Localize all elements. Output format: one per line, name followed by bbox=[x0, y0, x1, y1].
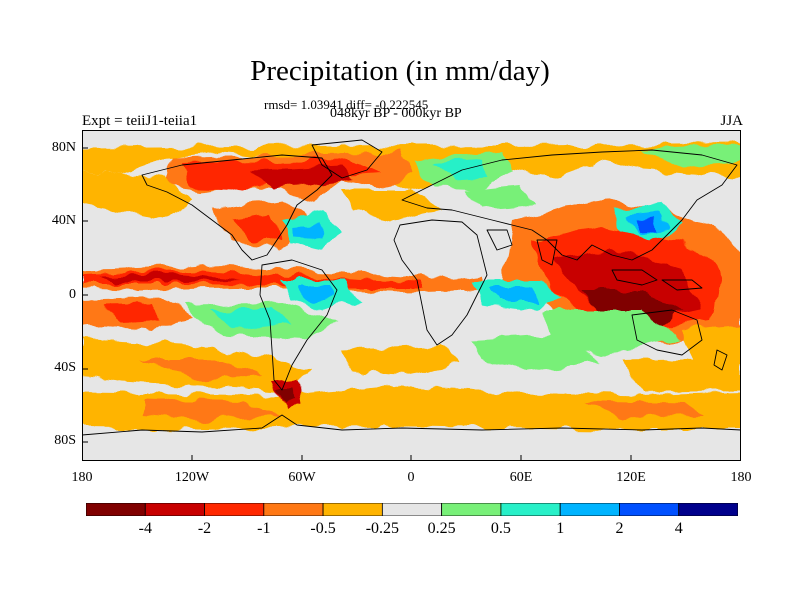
colorbar-label: 2 bbox=[615, 520, 624, 537]
chart-title: Precipitation (in mm/day) bbox=[250, 55, 550, 87]
colorbar-swatch bbox=[619, 503, 680, 516]
colorbar-label: -0.25 bbox=[365, 520, 400, 537]
colorbar-swatch bbox=[500, 503, 561, 516]
period-text: 048kyr BP - 000kyr BP bbox=[330, 106, 462, 121]
colorbar bbox=[86, 503, 738, 516]
y-tick-label: 80N bbox=[51, 140, 76, 155]
colorbar-label: -1 bbox=[257, 520, 271, 537]
colorbar-swatch bbox=[204, 503, 265, 516]
colorbar-swatch bbox=[559, 503, 620, 516]
colorbar-label: -2 bbox=[197, 520, 212, 537]
precipitation-map bbox=[82, 130, 741, 461]
x-tick-label: 60W bbox=[288, 470, 316, 485]
x-tick-label: 0 bbox=[407, 470, 415, 485]
y-tick-label: 80S bbox=[54, 433, 76, 448]
colorbar-swatch bbox=[381, 503, 443, 516]
colorbar-swatch bbox=[322, 503, 383, 516]
stats-text: rmsd= 1.03941 diff= -0.222545 bbox=[264, 97, 429, 112]
x-tick-label: 180 bbox=[71, 470, 93, 485]
x-tick-label: 120E bbox=[616, 470, 646, 485]
colorbar-label: 4 bbox=[674, 520, 683, 537]
colorbar-label: 0.5 bbox=[490, 520, 511, 537]
y-tick-label: 0 bbox=[69, 287, 76, 302]
season-label: JJA bbox=[720, 113, 743, 129]
colorbar-swatch bbox=[678, 503, 738, 516]
colorbar-label: -4 bbox=[138, 520, 152, 537]
colorbar-swatch bbox=[86, 503, 146, 516]
x-tick-label: 180 bbox=[730, 470, 752, 485]
colorbar-swatch bbox=[441, 503, 502, 516]
colorbar-swatch bbox=[144, 503, 205, 516]
colorbar-label: 0.25 bbox=[427, 520, 456, 537]
anomaly-field bbox=[82, 144, 741, 430]
tick-marks bbox=[82, 147, 632, 461]
x-tick-label: 120W bbox=[174, 470, 210, 485]
colorbar-swatch bbox=[263, 503, 324, 516]
colorbar-label: 1 bbox=[556, 520, 565, 537]
experiment-label: Expt = teiiJ1-teiia1 bbox=[82, 113, 198, 129]
x-tick-label: 60E bbox=[509, 470, 533, 485]
coastlines bbox=[82, 139, 741, 436]
y-tick-label: 40N bbox=[51, 213, 76, 228]
y-tick-label: 40S bbox=[54, 360, 76, 375]
colorbar-label: -0.5 bbox=[310, 520, 336, 537]
